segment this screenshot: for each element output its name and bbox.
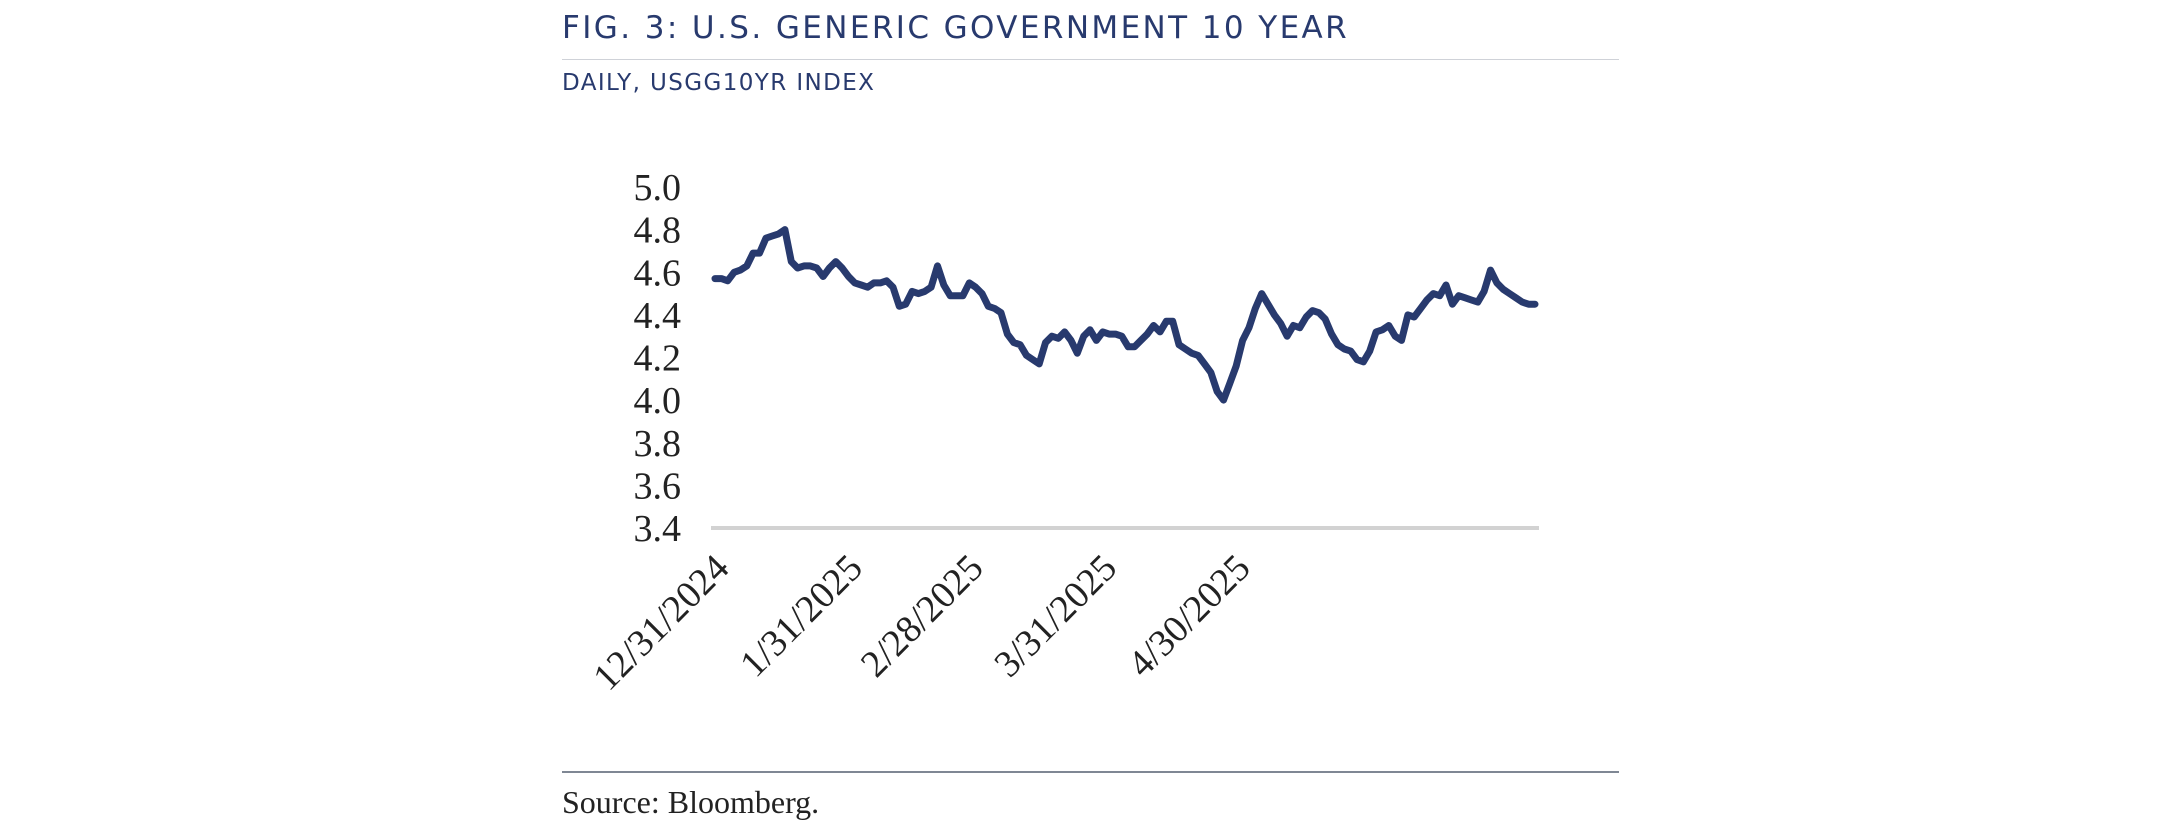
y-tick-label: 4.8 <box>634 210 682 252</box>
x-tick-label: 12/31/2024 <box>585 547 737 699</box>
y-tick-label: 4.6 <box>634 252 682 294</box>
y-tick-label: 4.2 <box>634 338 682 380</box>
y-tick-label: 3.6 <box>634 465 682 507</box>
title-divider <box>562 59 1619 60</box>
figure-title: FIG. 3: U.S. GENERIC GOVERNMENT 10 YEAR <box>562 10 1350 46</box>
x-tick-label: 1/31/2025 <box>732 547 871 686</box>
figure: FIG. 3: U.S. GENERIC GOVERNMENT 10 YEAR … <box>562 0 1619 833</box>
y-tick-label: 3.4 <box>634 508 682 550</box>
y-tick-label: 4.0 <box>634 380 682 422</box>
source-note: Source: Bloomberg. <box>562 784 820 820</box>
y-tick-label: 5.0 <box>634 167 682 209</box>
figure-subtitle: DAILY, USGG10YR INDEX <box>562 70 876 96</box>
x-tick-label: 4/30/2025 <box>1120 547 1259 686</box>
x-tick-label: 3/31/2025 <box>986 547 1125 686</box>
series-line-usgg10yr <box>711 226 1539 404</box>
y-tick-label: 3.8 <box>634 423 682 465</box>
x-tick-label: 2/28/2025 <box>853 547 992 686</box>
line-chart: 5.04.84.64.44.24.03.83.63.412/31/20241/3… <box>585 167 1539 699</box>
y-tick-label: 4.4 <box>634 295 682 337</box>
source-divider <box>562 771 1619 773</box>
